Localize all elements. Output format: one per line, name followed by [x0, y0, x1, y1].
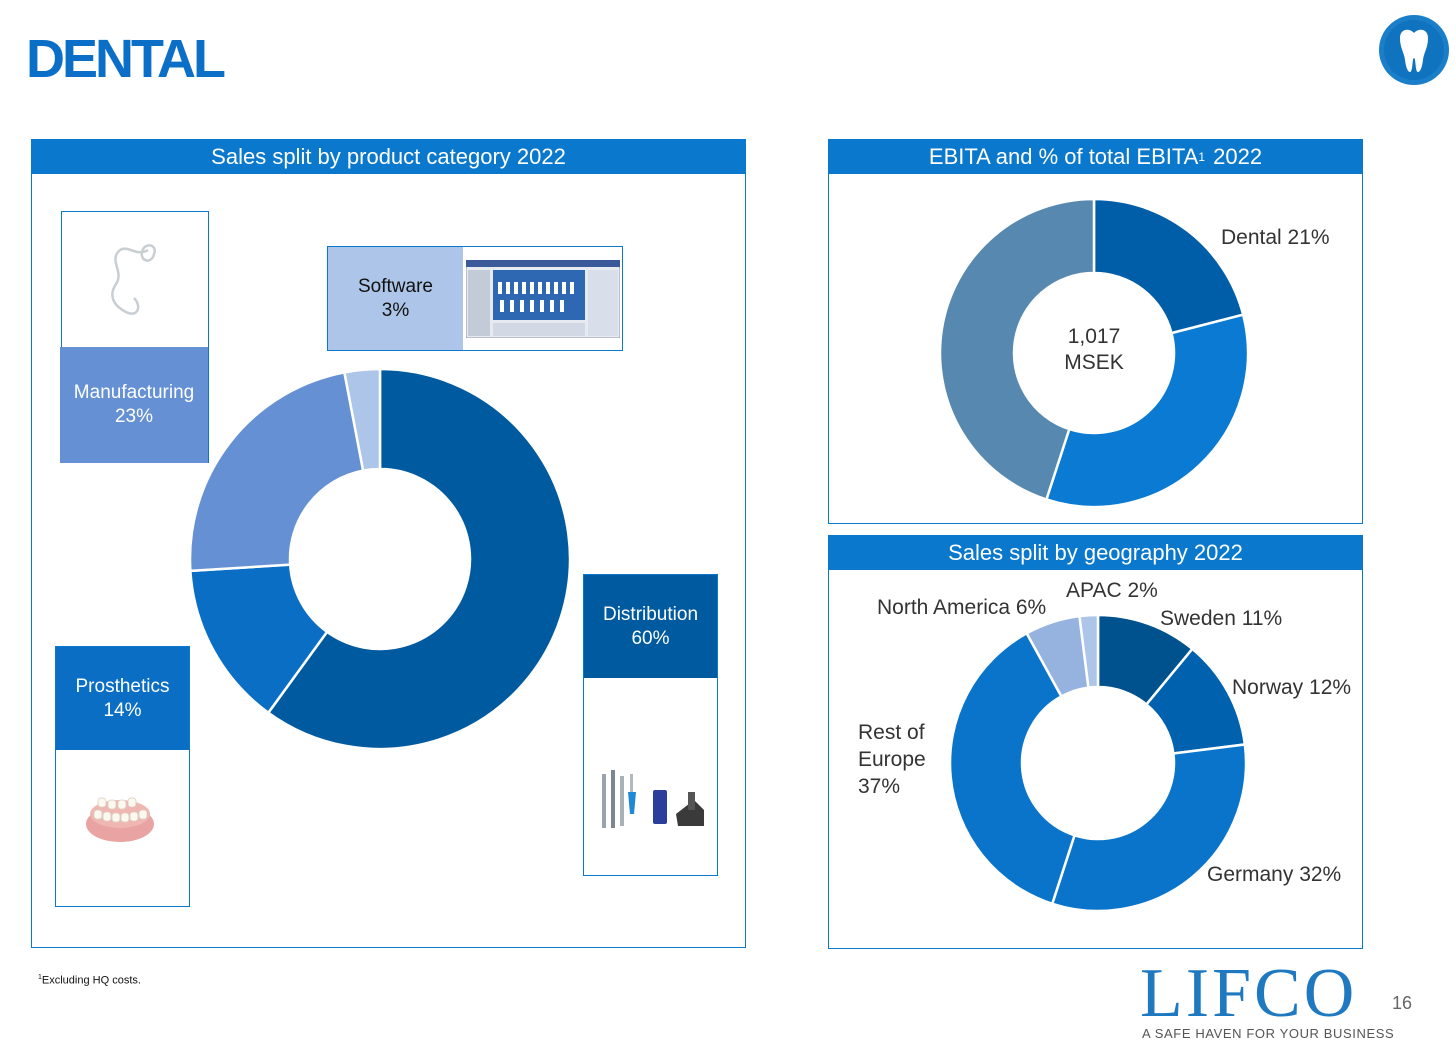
sweden-label: Sweden 11% — [1160, 607, 1283, 630]
manufacturing-value: 23% — [114, 406, 154, 427]
manufacturing-label: Manufacturing 23% — [60, 347, 208, 463]
software-value: 3% — [381, 299, 410, 321]
rest-of-europe-line-3: 37% — [858, 775, 901, 798]
prosthetics-label: Prosthetics 14% — [56, 647, 189, 750]
distribution-name: Distribution — [602, 603, 699, 625]
software-slice — [342, 367, 382, 473]
rest-of-europe-line-2: Europe — [858, 748, 926, 771]
footnote-marker: 1 — [38, 974, 42, 981]
lifco-tagline: A SAFE HAVEN FOR YOUR BUSINESS — [1142, 1026, 1395, 1041]
prosthetics-name: Prosthetics — [75, 675, 170, 697]
software-label: Software 3% — [328, 247, 463, 350]
ebita-donut-slices — [938, 197, 1250, 509]
product-donut-slices — [188, 367, 572, 751]
rest-of-europe-slice — [948, 631, 1077, 906]
germany-label: Germany 32% — [1207, 863, 1342, 886]
manufacturing-slice — [188, 370, 365, 573]
manufacturing-name: Manufacturing — [73, 382, 195, 403]
product-panel-header: Sales split by product category 2022 — [32, 140, 745, 174]
page-title: DENTAL — [26, 29, 226, 89]
geography-panel-header: Sales split by geography 2022 — [829, 536, 1362, 570]
software-name: Software — [358, 275, 433, 297]
rest-of-europe-line-1: Rest of — [858, 721, 925, 744]
dental-instruments-icon — [602, 770, 704, 828]
software-screenshot-icon — [466, 260, 620, 338]
ebita-header-year: 2022 — [1207, 144, 1263, 169]
ebita-slice-3 — [938, 197, 1096, 502]
ebita-header-footnote-marker: 1 — [1198, 150, 1206, 164]
page-number: 16 — [1392, 993, 1413, 1013]
distribution-slice — [266, 367, 572, 751]
ebita-slice-2 — [1044, 313, 1250, 509]
geography-donut — [948, 613, 1248, 913]
distribution-label: Distribution 60% — [584, 575, 717, 678]
lifco-logo: LIFCO — [1140, 955, 1358, 1032]
north-america-label: North America 6% — [877, 596, 1047, 619]
ebita-donut — [938, 197, 1250, 509]
ebita-dental-slice — [1092, 197, 1245, 335]
tooth-icon — [1379, 15, 1449, 85]
denture-icon — [86, 797, 154, 842]
apac-slice — [1078, 613, 1100, 689]
ebita-center-value: 1,017 — [1067, 325, 1121, 348]
geography-panel: Sales split by geography 2022 — [828, 535, 1363, 949]
norway-label: Norway 12% — [1232, 676, 1352, 699]
geography-donut-slices — [948, 613, 1248, 913]
footnote: 1Excluding HQ costs. — [38, 974, 141, 987]
footnote-text: Excluding HQ costs. — [41, 974, 141, 987]
ebita-panel-header: EBITA and % of total EBITA 1 2022 — [829, 140, 1362, 174]
distribution-value: 60% — [631, 627, 670, 649]
germany-slice — [1050, 743, 1248, 913]
ebita-dental-label: Dental 21% — [1221, 226, 1330, 249]
product-category-donut — [188, 367, 572, 751]
rest-of-europe-label: Rest of Europe 37% — [858, 719, 926, 800]
ebita-panel: EBITA and % of total EBITA 1 2022 — [828, 139, 1363, 524]
apac-label: APAC 2% — [1066, 579, 1158, 602]
ebita-center-label: 1,017 MSEK — [1034, 324, 1154, 376]
orthodontic-wire-icon — [111, 244, 156, 315]
ebita-header-text: EBITA and % of total EBITA — [928, 144, 1199, 169]
ebita-center-unit: MSEK — [1064, 351, 1124, 374]
product-category-panel: Sales split by product category 2022 — [31, 139, 746, 948]
prosthetics-value: 14% — [103, 699, 142, 721]
